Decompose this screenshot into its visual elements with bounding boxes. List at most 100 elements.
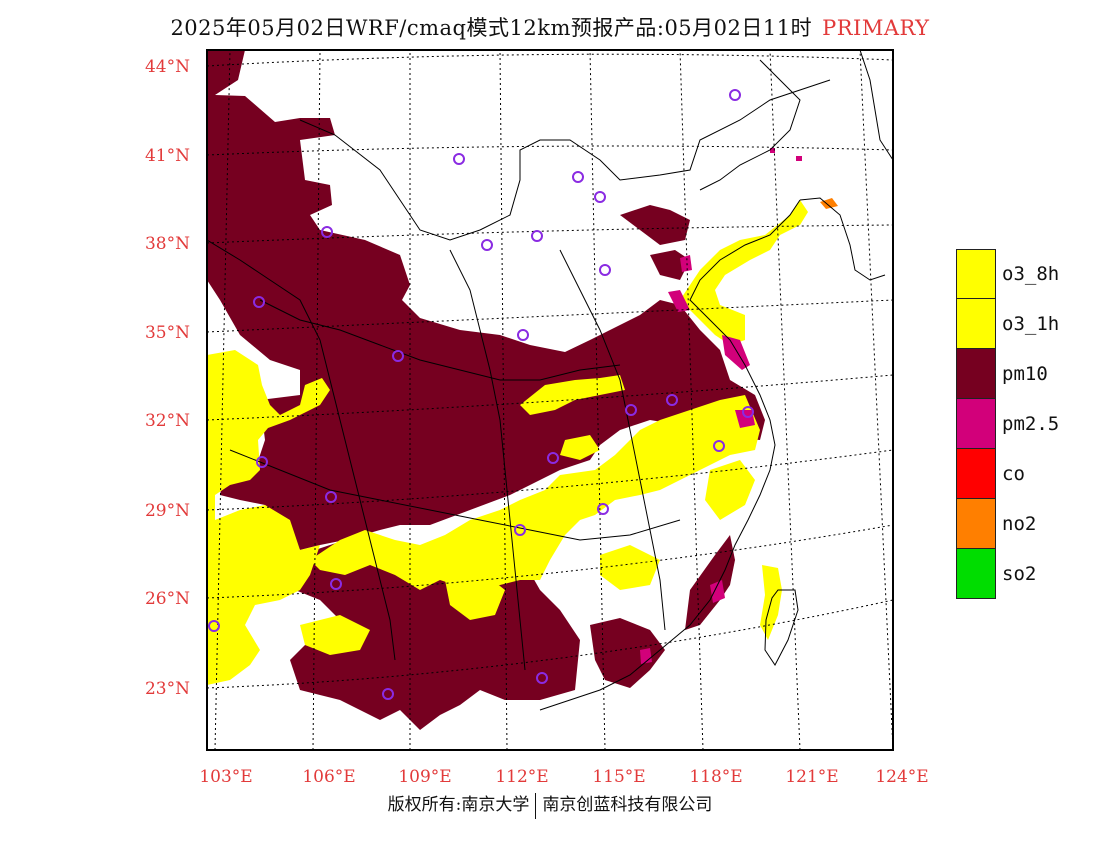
pm25-region-shandong bbox=[668, 290, 690, 312]
meridian-115e bbox=[589, 50, 606, 750]
circle-icon bbox=[547, 452, 559, 464]
lon-label-109e: 109°E bbox=[398, 767, 451, 787]
pm25-region-fujian bbox=[710, 580, 725, 603]
pm25-spot-liaoning bbox=[796, 156, 802, 161]
copyright-footer: 版权所有:南京大学 南京创蓝科技有限公司 bbox=[0, 790, 1100, 819]
circle-icon bbox=[536, 672, 548, 684]
province-boundary-central bbox=[259, 299, 621, 381]
lat-label-41n: 41°N bbox=[145, 146, 190, 166]
circle-icon bbox=[330, 578, 342, 590]
province-boundary-south bbox=[229, 449, 681, 541]
map-frame bbox=[206, 49, 894, 751]
graticule bbox=[207, 50, 893, 750]
legend-item-so2: so2 bbox=[956, 549, 1086, 599]
copyright-owner: 版权所有:南京大学 bbox=[387, 795, 530, 815]
province-boundary-west bbox=[207, 239, 396, 661]
circle-icon bbox=[325, 491, 337, 503]
circle-icon bbox=[594, 191, 606, 203]
circle-icon bbox=[392, 350, 404, 362]
boundary-northeast-border bbox=[859, 50, 893, 161]
title-tag: PRIMARY bbox=[822, 16, 930, 40]
legend-label-so2: so2 bbox=[1002, 563, 1037, 585]
lon-label-106e: 106°E bbox=[302, 767, 355, 787]
circle-icon bbox=[666, 394, 678, 406]
boundaries bbox=[207, 50, 893, 711]
circle-icon bbox=[742, 406, 754, 418]
meridian-103e bbox=[214, 50, 231, 750]
lat-label-38n: 38°N bbox=[145, 234, 190, 254]
lat-label-29n: 29°N bbox=[145, 501, 190, 521]
o3-region-guangdong bbox=[600, 545, 660, 590]
o3-region-hubei bbox=[560, 435, 600, 460]
meridian-121e bbox=[769, 50, 801, 750]
pm10-region-southeast bbox=[590, 618, 665, 688]
province-boundary-east bbox=[559, 249, 666, 631]
lat-labels: 44°N 41°N 38°N 35°N 32°N 29°N 26°N 23°N bbox=[145, 57, 190, 699]
pm10-region-north bbox=[207, 50, 765, 550]
legend-label-o3-8h: o3_8h bbox=[1002, 263, 1060, 285]
pm10-region-hebei bbox=[620, 205, 690, 245]
meridian-106e bbox=[312, 50, 321, 750]
pm10-region-south bbox=[290, 540, 580, 730]
legend-swatch-o3-1h bbox=[956, 299, 996, 349]
legend-swatch-no2 bbox=[956, 499, 996, 549]
legend-label-pm25: pm2.5 bbox=[1002, 413, 1060, 435]
copyright-company: 南京创蓝科技有限公司 bbox=[542, 795, 713, 815]
lat-label-44n: 44°N bbox=[145, 57, 190, 77]
circle-icon bbox=[729, 89, 741, 101]
map-title: 2025年05月02日WRF/cmaq模式12km预报产品:05月02日11时 P… bbox=[0, 12, 1100, 42]
legend-label-co: co bbox=[1002, 463, 1025, 485]
circle-icon bbox=[599, 264, 611, 276]
parallel-29n bbox=[207, 449, 893, 511]
legend-item-pm25: pm2.5 bbox=[956, 399, 1086, 449]
legend-swatch-pm10 bbox=[956, 349, 996, 399]
o3-region-guizhou bbox=[445, 570, 505, 620]
circle-icon bbox=[625, 404, 637, 416]
lon-label-103e: 103°E bbox=[199, 767, 252, 787]
circle-icon bbox=[321, 226, 333, 238]
meridian-124e bbox=[859, 50, 893, 750]
pm10-region-shandong bbox=[650, 250, 690, 280]
pm25-region-hebei bbox=[680, 255, 692, 272]
province-boundary-coast bbox=[539, 199, 801, 711]
pm25-region-guangdong bbox=[640, 648, 652, 664]
meridian-112e bbox=[499, 50, 508, 750]
legend-swatch-o3-8h bbox=[956, 249, 996, 299]
lat-label-26n: 26°N bbox=[145, 589, 190, 609]
legend-swatch-so2 bbox=[956, 549, 996, 599]
lon-label-112e: 112°E bbox=[495, 767, 548, 787]
circle-icon bbox=[531, 230, 543, 242]
lon-labels: 103°E 106°E 109°E 112°E 115°E 118°E 121°… bbox=[199, 767, 928, 787]
province-boundary-mid bbox=[449, 249, 526, 671]
lon-label-115e: 115°E bbox=[592, 767, 645, 787]
circle-icon bbox=[517, 329, 529, 341]
circle-icon bbox=[572, 171, 584, 183]
parallel-26n bbox=[207, 524, 893, 599]
o3-region-south-central bbox=[310, 395, 760, 590]
legend-item-pm10: pm10 bbox=[956, 349, 1086, 399]
legend-item-co: co bbox=[956, 449, 1086, 499]
legend-swatch-co bbox=[956, 449, 996, 499]
coastline-northeast-2 bbox=[699, 59, 801, 191]
circle-icon bbox=[713, 440, 725, 452]
lon-label-121e: 121°E bbox=[785, 767, 838, 787]
legend-label-no2: no2 bbox=[1002, 513, 1037, 535]
circle-icon bbox=[481, 239, 493, 251]
legend: o3_8h o3_1h pm10 pm2.5 co no2 so2 bbox=[956, 249, 1086, 599]
circle-icon bbox=[256, 456, 268, 468]
legend-label-pm10: pm10 bbox=[1002, 363, 1048, 385]
legend-item-no2: no2 bbox=[956, 499, 1086, 549]
no2-region bbox=[820, 198, 838, 209]
legend-item-o3-1h: o3_1h bbox=[956, 299, 1086, 349]
lat-label-35n: 35°N bbox=[145, 323, 190, 343]
o3-region-fujian bbox=[705, 460, 755, 520]
circle-icon bbox=[453, 153, 465, 165]
o3-region-central-strip bbox=[520, 375, 625, 415]
circle-icon bbox=[253, 296, 265, 308]
o3-region-guangxi bbox=[300, 615, 370, 655]
taiwan-outline bbox=[764, 589, 799, 666]
pm25-spot-jilin bbox=[770, 148, 775, 153]
title-main: 2025年05月02日WRF/cmaq模式12km预报产品:05月02日11时 bbox=[170, 16, 813, 40]
lon-label-124e: 124°E bbox=[875, 767, 928, 787]
